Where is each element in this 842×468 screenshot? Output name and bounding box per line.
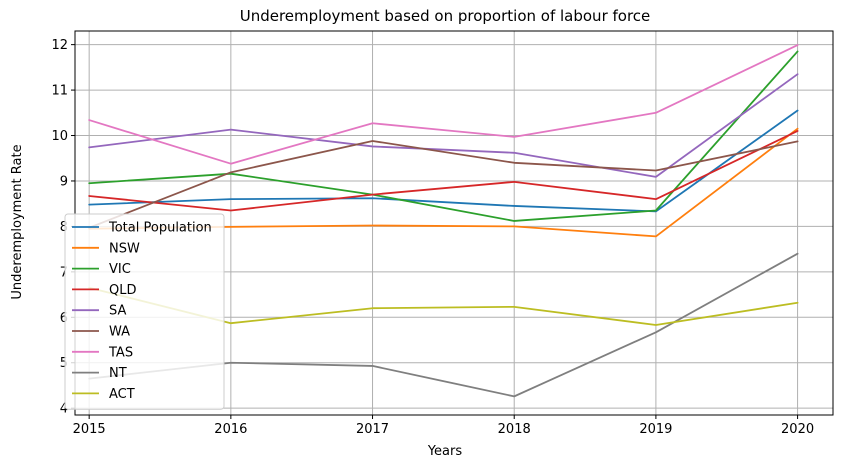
series-line-total-population xyxy=(88,109,799,213)
y-tick-label: 8 xyxy=(60,220,68,235)
x-tick-label: 2018 xyxy=(498,422,531,437)
y-tick-label: 11 xyxy=(51,84,68,99)
y-tick-label: 5 xyxy=(60,356,68,371)
series-line-qld xyxy=(88,130,799,212)
series-line-wa xyxy=(88,140,799,229)
y-tick-label: 4 xyxy=(60,402,68,417)
series-line-vic xyxy=(88,50,799,222)
chart-title: Underemployment based on proportion of l… xyxy=(240,7,651,25)
legend-label: QLD xyxy=(109,283,137,298)
legend-label: WA xyxy=(109,325,130,340)
x-tick-label: 2016 xyxy=(214,422,247,437)
legend-label: ACT xyxy=(109,387,135,402)
y-axis-label: Underemployment Rate xyxy=(10,144,25,299)
x-tick-label: 2017 xyxy=(356,422,389,437)
x-tick-label: 2020 xyxy=(781,422,814,437)
x-axis-label: Years xyxy=(427,444,463,459)
legend-box xyxy=(64,213,225,410)
y-tick-label: 9 xyxy=(60,174,68,189)
series-line-tas xyxy=(88,44,799,165)
legend-label: NT xyxy=(109,366,127,381)
y-tick-label: 6 xyxy=(60,311,68,326)
y-tick-label: 10 xyxy=(51,129,68,144)
x-tick-label: 2015 xyxy=(73,422,106,437)
legend-label: Total Population xyxy=(108,221,212,236)
y-tick-label: 12 xyxy=(51,38,68,53)
x-tick-label: 2019 xyxy=(639,422,672,437)
ticks-layer: 2015 2016 2017 2018 2019 2020 4 5 6 7 8 9 10 11 12 xyxy=(51,38,814,437)
legend-label: VIC xyxy=(109,262,131,277)
legend-label: NSW xyxy=(109,241,140,256)
legend-label: SA xyxy=(109,304,126,319)
y-tick-label: 7 xyxy=(60,265,68,280)
series-line-sa xyxy=(88,73,799,178)
legend: Total Population NSW VIC QLD SA WA TAS NT ACT xyxy=(64,213,225,410)
legend-label: TAS xyxy=(108,345,133,360)
